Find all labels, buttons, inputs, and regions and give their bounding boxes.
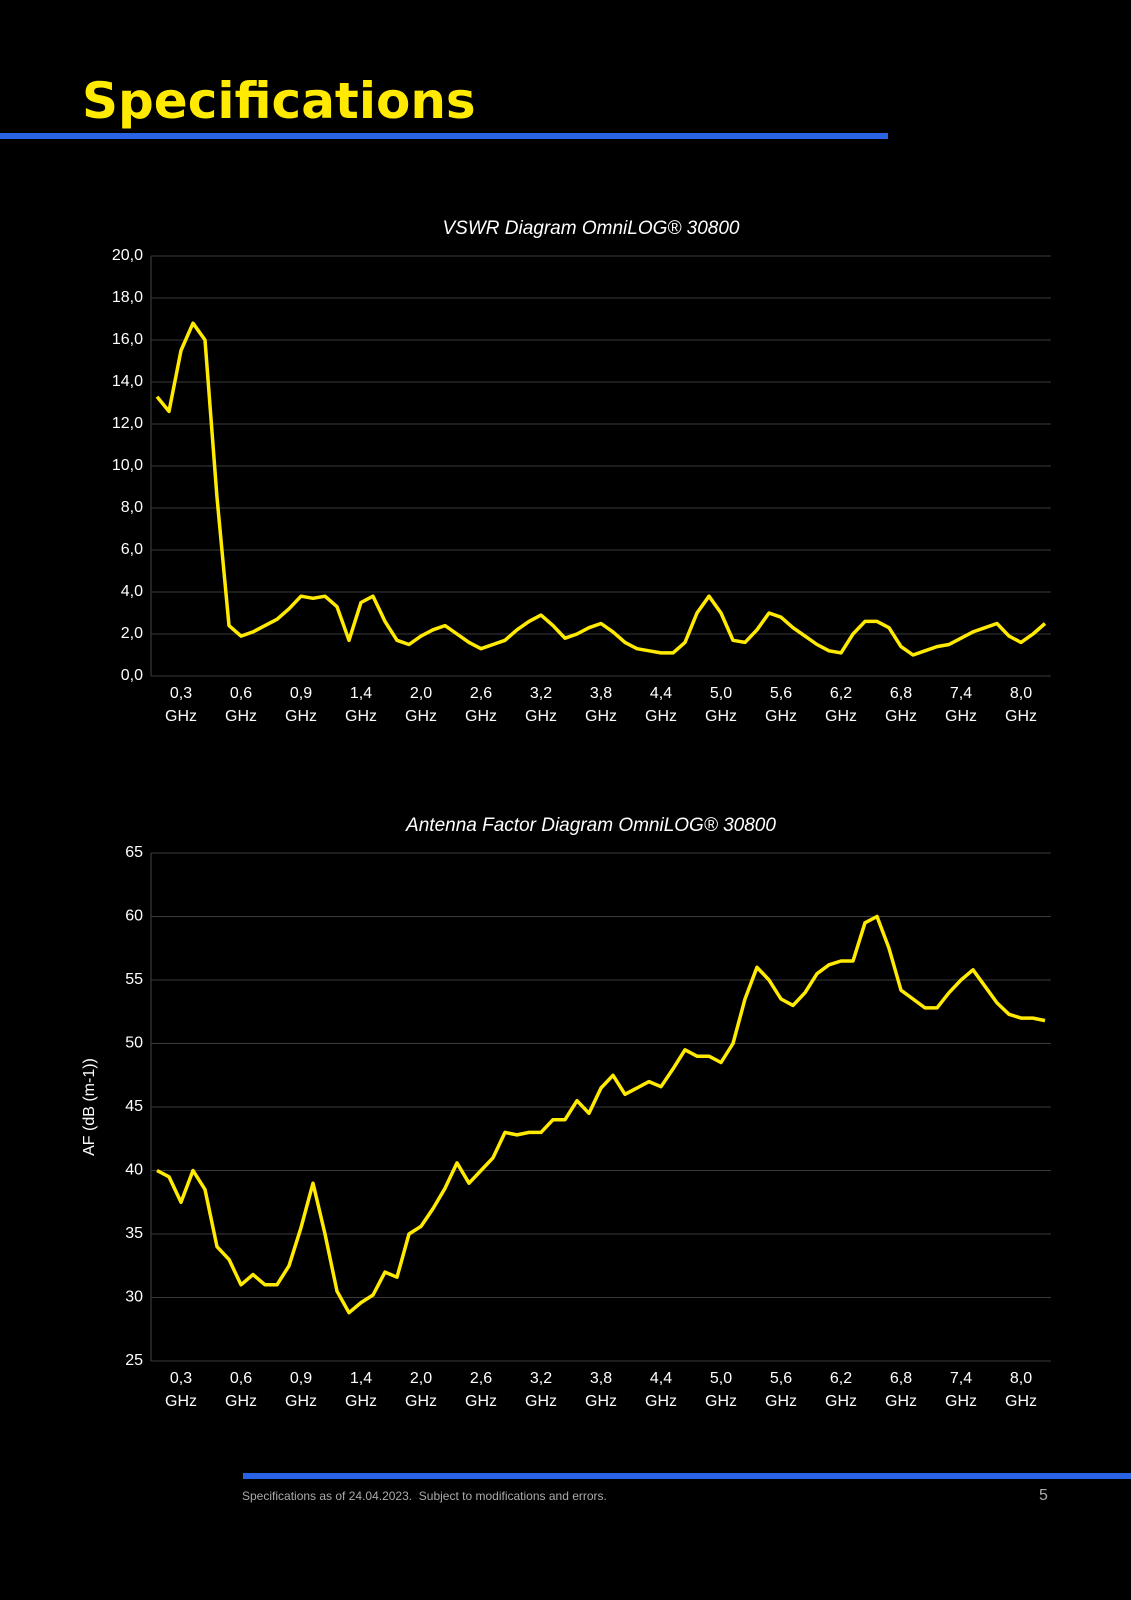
page-number: 5 <box>1039 1487 1048 1504</box>
y-tick-label: 8,0 <box>121 499 143 516</box>
x-tick-label: 0,6 GHz <box>225 1370 257 1410</box>
data-line <box>155 321 1047 657</box>
x-tick-label: 7,4 GHz <box>945 1370 977 1410</box>
x-tick-label: 5,0 GHz <box>705 685 737 725</box>
x-tick-label: 4,4 GHz <box>645 1370 677 1410</box>
x-tick-label: 3,8 GHz <box>585 685 617 725</box>
y-tick-label: 40 <box>125 1162 143 1179</box>
footer-rule <box>243 1473 1131 1479</box>
x-tick-label: 3,2 GHz <box>525 1370 557 1410</box>
y-tick-label: 18,0 <box>112 289 143 306</box>
y-tick-label: 25 <box>125 1352 143 1369</box>
y-tick-label: 6,0 <box>121 541 143 558</box>
y-tick-label: 65 <box>125 844 143 861</box>
x-tick-label: 1,4 GHz <box>345 1370 377 1410</box>
page-title: Specifications <box>82 72 476 130</box>
x-tick-label: 6,8 GHz <box>885 1370 917 1410</box>
y-tick-label: 35 <box>125 1225 143 1242</box>
x-tick-label: 5,6 GHz <box>765 1370 797 1410</box>
y-tick-label: 0,0 <box>121 667 143 684</box>
y-tick-label: 10,0 <box>112 457 143 474</box>
x-tick-label: 0,6 GHz <box>225 685 257 725</box>
x-tick-label: 4,4 GHz <box>645 685 677 725</box>
x-tick-label: 3,8 GHz <box>585 1370 617 1410</box>
y-tick-label: 12,0 <box>112 415 143 432</box>
x-tick-label: 2,6 GHz <box>465 685 497 725</box>
y-tick-label: 16,0 <box>112 331 143 348</box>
x-tick-label: 6,2 GHz <box>825 685 857 725</box>
x-tick-label: 0,3 GHz <box>165 1370 197 1410</box>
x-tick-label: 5,6 GHz <box>765 685 797 725</box>
y-tick-label: 14,0 <box>112 373 143 390</box>
chart-title: Antenna Factor Diagram OmniLOG® 30800 <box>405 815 776 836</box>
y-tick-label: 2,0 <box>121 625 143 642</box>
x-tick-label: 8,0 GHz <box>1005 685 1037 725</box>
y-tick-label: 60 <box>125 908 143 925</box>
x-tick-label: 6,8 GHz <box>885 685 917 725</box>
chart-title: VSWR Diagram OmniLOG® 30800 <box>443 218 740 239</box>
y-tick-label: 4,0 <box>121 583 143 600</box>
header-rule <box>0 133 888 139</box>
data-line <box>156 914 1046 1315</box>
y-tick-label: 30 <box>125 1289 143 1306</box>
x-tick-label: 0,9 GHz <box>285 685 317 725</box>
x-tick-label: 5,0 GHz <box>705 1370 737 1410</box>
x-tick-label: 2,0 GHz <box>405 685 437 725</box>
footer-note: Specifications as of 24.04.2023. Subject… <box>242 1489 607 1503</box>
x-tick-label: 8,0 GHz <box>1005 1370 1037 1410</box>
x-tick-label: 6,2 GHz <box>825 1370 857 1410</box>
x-tick-label: 3,2 GHz <box>525 685 557 725</box>
x-tick-label: 7,4 GHz <box>945 685 977 725</box>
y-tick-label: 50 <box>125 1035 143 1052</box>
y-tick-label: 55 <box>125 971 143 988</box>
x-tick-label: 0,9 GHz <box>285 1370 317 1410</box>
y-tick-label: 20,0 <box>112 247 143 264</box>
x-tick-label: 2,0 GHz <box>405 1370 437 1410</box>
y-tick-label: 45 <box>125 1098 143 1115</box>
y-axis-label: AF (dB (m-1)) <box>81 1058 98 1156</box>
x-tick-label: 0,3 GHz <box>165 685 197 725</box>
x-tick-label: 1,4 GHz <box>345 685 377 725</box>
x-tick-label: 2,6 GHz <box>465 1370 497 1410</box>
